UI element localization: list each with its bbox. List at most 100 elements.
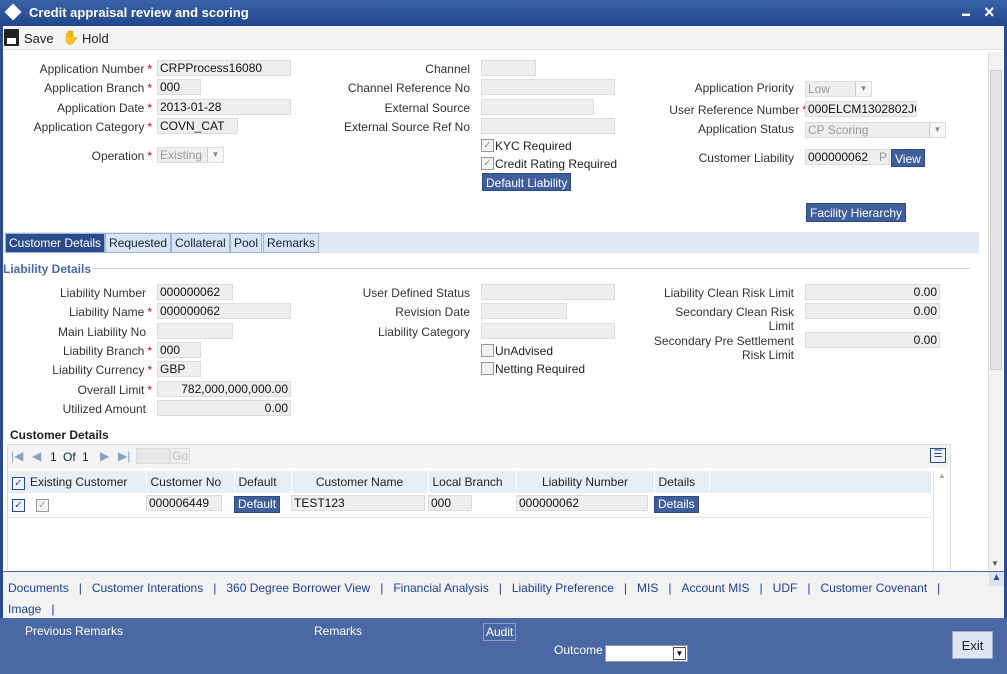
channel-field[interactable]	[481, 60, 536, 76]
scrollbar-thumb[interactable]	[990, 70, 1002, 370]
link-mis[interactable]: MIS	[637, 581, 659, 595]
customer-details-grid: |◀ ◀ 1 Of 1 ▶ ▶| Go ☰ ✓ Existing Custome…	[7, 444, 951, 571]
columns-icon[interactable]: ☰	[930, 448, 946, 463]
application-priority-select[interactable]: Low ▼	[805, 81, 872, 97]
tab-pool[interactable]: Pool	[230, 233, 263, 253]
application-category-field[interactable]: COVN_CAT	[157, 118, 238, 134]
link-documents[interactable]: Documents	[8, 581, 69, 595]
existing-customer-checkbox[interactable]: ✓	[36, 499, 49, 513]
overall-limit-field[interactable]: 782,000,000,000.00	[157, 381, 291, 397]
audit-button[interactable]: Audit	[483, 623, 517, 641]
scroll-down-icon[interactable]: ▼	[991, 559, 999, 568]
col-customer-no[interactable]: Customer No	[146, 471, 235, 493]
main-liability-no-field[interactable]	[157, 323, 233, 339]
link-customer-covenant[interactable]: Customer Covenant	[820, 581, 928, 595]
customer-liability-field[interactable]: 000000062 P	[805, 149, 890, 165]
exit-button[interactable]: Exit	[952, 631, 993, 659]
application-date-field[interactable]: 2013-01-28	[157, 99, 291, 115]
previous-remarks-link[interactable]: Previous Remarks	[25, 624, 124, 638]
liability-currency-field[interactable]: GBP	[157, 361, 201, 377]
col-local-branch[interactable]: Local Branch	[428, 471, 517, 493]
link-liability-preference[interactable]: Liability Preference	[511, 581, 614, 595]
liability-category-field[interactable]	[481, 323, 615, 339]
tab-requested[interactable]: Requested	[105, 233, 172, 253]
hold-button[interactable]: Hold	[82, 31, 109, 46]
customer-no-field[interactable]: 000006449	[146, 495, 222, 512]
unadvised-checkbox[interactable]	[481, 344, 494, 357]
revision-date-field[interactable]	[481, 303, 567, 319]
table-header-row: ✓ Existing Customer Customer No Default …	[8, 471, 931, 493]
go-button[interactable]: Go	[170, 448, 190, 464]
next-page-icon[interactable]: ▶	[100, 449, 110, 463]
minimize-button[interactable]: ▬	[962, 9, 970, 18]
col-liability-number[interactable]: Liability Number	[516, 471, 655, 493]
link-image[interactable]: Image	[8, 602, 42, 616]
liability-number-field[interactable]: 000000062	[157, 284, 233, 300]
kyc-required-checkbox[interactable]: ✓	[481, 139, 494, 152]
netting-required-checkbox[interactable]	[481, 362, 494, 375]
col-default[interactable]: Default	[234, 471, 292, 493]
outcome-select[interactable]: ▼	[605, 645, 688, 662]
default-liability-button[interactable]: Default Liability	[482, 173, 572, 191]
link-financial-analysis[interactable]: Financial Analysis	[393, 581, 489, 595]
channel-reference-field[interactable]	[481, 79, 615, 95]
secondary-pre-settlement-field[interactable]: 0.00	[805, 332, 940, 348]
app-diamond-icon	[4, 3, 22, 21]
save-button[interactable]: Save	[24, 31, 54, 46]
secondary-clean-risk-limit-field[interactable]: 0.00	[805, 303, 940, 319]
customer-name-field[interactable]: TEST123	[291, 495, 425, 512]
application-branch-field[interactable]: 000	[157, 79, 201, 95]
channel-label: Channel	[425, 62, 470, 76]
col-customer-name[interactable]: Customer Name	[291, 471, 429, 493]
application-status-select[interactable]: CP Scoring ▼	[805, 122, 946, 138]
select-all-checkbox[interactable]: ✓	[12, 476, 25, 490]
scroll-up-icon[interactable]: ▲	[989, 572, 1004, 586]
local-branch-field[interactable]: 000	[428, 495, 472, 512]
col-existing-customer[interactable]: Existing Customer	[30, 471, 147, 493]
link-360-degree-borrower-view[interactable]: 360 Degree Borrower View	[226, 581, 371, 595]
link-customer-interations[interactable]: Customer Interations	[91, 581, 204, 595]
liability-branch-field[interactable]: 000	[157, 342, 201, 358]
secondary-pre-settlement-label: Secondary Pre Settlement Risk Limit	[653, 334, 794, 362]
overall-limit-label: Overall Limit *	[77, 383, 152, 397]
prev-page-icon[interactable]: ◀	[32, 449, 42, 463]
pager-current: 1	[50, 450, 57, 464]
last-page-icon[interactable]: ▶|	[118, 449, 131, 463]
liability-number-cell-field[interactable]: 000000062	[516, 495, 648, 512]
remarks-link[interactable]: Remarks	[314, 624, 363, 638]
row-select-checkbox[interactable]: ✓	[12, 499, 25, 513]
user-defined-status-field[interactable]	[481, 284, 615, 300]
link-udf[interactable]: UDF	[772, 581, 798, 595]
chevron-down-icon: ▼	[207, 148, 223, 162]
view-button[interactable]: View	[891, 149, 925, 167]
external-source-field[interactable]	[481, 99, 594, 115]
application-category-label: Application Category *	[33, 120, 152, 134]
link-account-mis[interactable]: Account MIS	[681, 581, 750, 595]
credit-rating-required-checkbox[interactable]: ✓	[481, 157, 494, 170]
application-priority-label: Application Priority	[694, 81, 794, 95]
user-reference-number-field[interactable]: 000ELCM1302802JG	[805, 101, 917, 117]
tab-customer-details[interactable]: Customer Details	[5, 233, 106, 253]
liability-category-label: Liability Category	[377, 325, 470, 339]
close-button[interactable]: ×	[984, 2, 995, 22]
external-source-ref-field[interactable]	[481, 118, 615, 134]
operation-select[interactable]: Existing ▼	[157, 147, 224, 163]
details-button[interactable]: Details	[654, 496, 699, 514]
facility-hierarchy-button[interactable]: Facility Hierarchy	[806, 203, 907, 222]
clean-risk-limit-field[interactable]: 0.00	[805, 284, 940, 300]
application-number-field[interactable]: CRPProcess16080	[157, 60, 291, 76]
liability-name-field[interactable]: 000000062	[157, 303, 291, 319]
application-status-label: Application Status	[697, 122, 794, 136]
tab-remarks[interactable]: Remarks	[263, 233, 320, 253]
window-title: Credit appraisal review and scoring	[29, 5, 249, 20]
col-details[interactable]: Details	[654, 471, 710, 493]
tab-collateral[interactable]: Collateral	[171, 233, 230, 253]
grid-scrollbar[interactable]: ▲	[933, 471, 950, 571]
link-separator: |	[498, 581, 502, 595]
page-input[interactable]	[136, 448, 170, 464]
operation-label: Operation *	[91, 149, 152, 163]
utilized-amount-field[interactable]: 0.00	[157, 400, 291, 416]
first-page-icon[interactable]: |◀	[11, 449, 24, 463]
default-button[interactable]: Default	[234, 496, 281, 514]
main-scrollbar[interactable]: ▼	[988, 52, 1003, 570]
